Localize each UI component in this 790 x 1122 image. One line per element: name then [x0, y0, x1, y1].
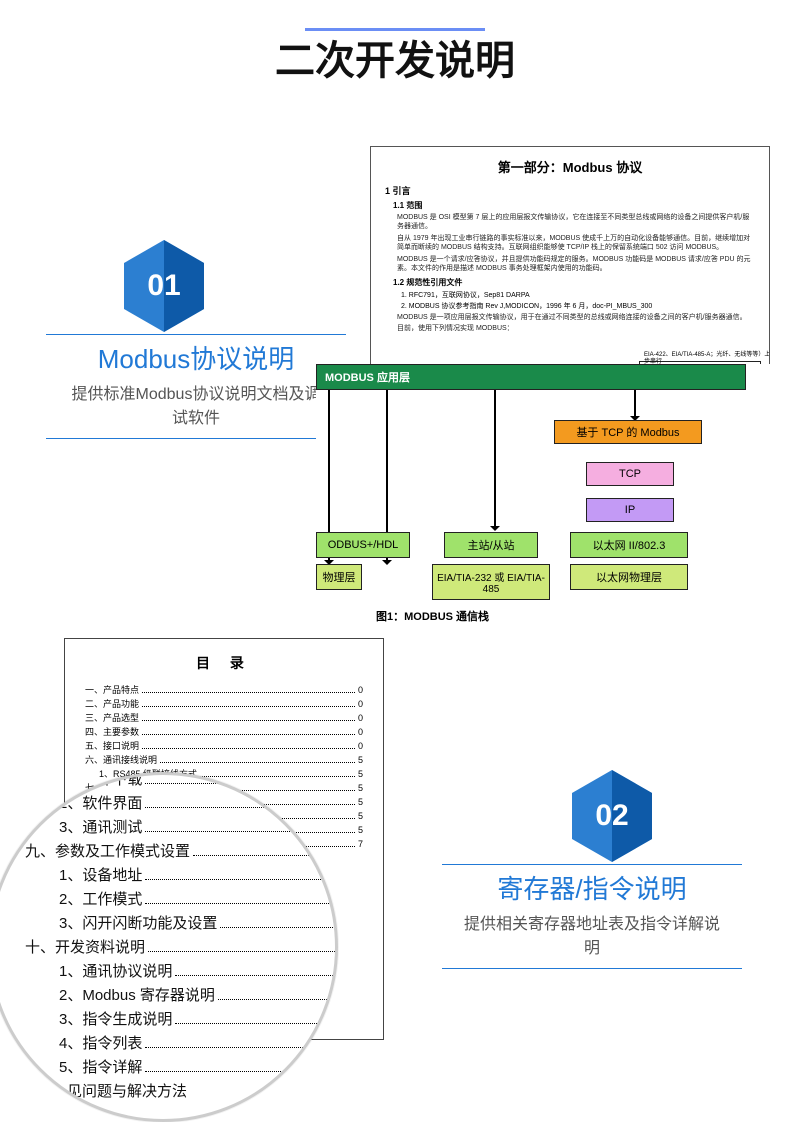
toc-row: 5、指令详解17 [25, 1056, 338, 1077]
doc1-p4: MODBUS 是一项应用层报文传输协议，用于在通过不同类型的总线或网络连接的设备… [397, 313, 755, 322]
toc-row: 二、产品功能0 [85, 697, 363, 710]
badge-01: 01 [122, 238, 206, 334]
doc1-title: 第一部分：Modbus 协议 [385, 157, 755, 176]
doc1-p1: MODBUS 是 OSI 模型第 7 层上的应用层报文传输协议，它在连接至不同类… [397, 213, 755, 232]
page-title: 二次开发说明 [0, 28, 790, 86]
toc-row: 十、开发资料说明15 [25, 936, 338, 957]
stack-phy: 物理层 [316, 564, 362, 590]
doc1-p3: MODBUS 是一个请求/应答协议，并且提供功能码规定的服务。MODBUS 功能… [397, 255, 755, 274]
toc-row: 3、闪开闪断功能及设置14 [25, 912, 338, 933]
section-1-subtitle: 提供标准Modbus协议说明文档及调试软件 [64, 383, 328, 429]
badge-01-number: 01 [147, 269, 180, 303]
stack-hdl: ODBUS+/HDL [316, 532, 410, 558]
doc1-p2: 自从 1979 年出现工业串行链路的事实标准以来，MODBUS 使成千上万的自动… [397, 234, 755, 253]
doc1-li1: 1. RFC791，互联网协议，Sep81 DARPA [401, 290, 755, 300]
doc1-p5: 目前，使用下列情况实现 MODBUS： [397, 324, 755, 333]
toc-row: 六、通讯接线说明5 [85, 753, 363, 766]
stack-app: MODBUS 应用层 [316, 364, 746, 390]
section-1-title: Modbus协议说明 [64, 341, 328, 377]
toc-row: 见问题与解决方法 [25, 1080, 338, 1101]
toc-row: 3、指令生成说明15 [25, 1008, 338, 1029]
stack-caption: 图1：MODBUS 通信栈 [376, 608, 489, 624]
toc-row: 四、主要参数0 [85, 725, 363, 738]
section-1-label: Modbus协议说明 提供标准Modbus协议说明文档及调试软件 [46, 334, 346, 439]
doc1-h2b: 1.2 规范性引用文件 [393, 277, 755, 288]
doc1-h1: 1 引言 [385, 184, 755, 197]
toc-row: 2、软件界面7 [25, 792, 338, 813]
toc-row: 1、通讯协议说明15 [25, 960, 338, 981]
stack-eth-ii: 以太网 II/802.3 [570, 532, 688, 558]
lens-toc-list: 1、软件下载7 2、软件界面7 3、通讯测试7 九、参数及工作模式设置12 1、设备地址… [25, 772, 338, 1104]
arrow-right [634, 388, 636, 418]
arrow-mid2 [494, 388, 496, 528]
toc-row: 3、通讯测试7 [25, 816, 338, 837]
section-2-title: 寄存器/指令说明 [460, 871, 724, 907]
stack-master-slave: 主站/从站 [444, 532, 538, 558]
toc-row: 五、接口说明0 [85, 739, 363, 752]
stack-eia: EIA/TIA-232 或 EIA/TIA-485 [432, 564, 550, 600]
toc-row: 2、工作模式13 [25, 888, 338, 909]
section-2-subtitle: 提供相关寄存器地址表及指令详解说明 [460, 913, 724, 959]
section-2-label: 寄存器/指令说明 提供相关寄存器地址表及指令详解说明 [442, 864, 742, 969]
stack-eth-phy: 以太网物理层 [570, 564, 688, 590]
stack-ip: IP [586, 498, 674, 522]
stack-tcp-modbus: 基于 TCP 的 Modbus [554, 420, 702, 444]
toc-row: 三、产品选型0 [85, 711, 363, 724]
toc-row: 4、指令列表17 [25, 1032, 338, 1053]
modbus-stack-diagram: MODBUS 应用层 基于 TCP 的 Modbus TCP IP ODBUS+… [316, 364, 776, 624]
badge-02: 02 [570, 768, 654, 864]
toc-row: 1、软件下载7 [25, 772, 338, 789]
top-accent-line [305, 28, 485, 31]
stack-tcp: TCP [586, 462, 674, 486]
doc1-h2a: 1.1 范围 [393, 200, 755, 211]
toc-row: 1、设备地址12 [25, 864, 338, 885]
doc1-li2: 2. MODBUS 协议参考指南 Rev J,MODICON，1996 年 6 … [401, 301, 755, 311]
badge-02-number: 02 [595, 799, 628, 833]
magnifier-lens: 1、软件下载7 2、软件界面7 3、通讯测试7 九、参数及工作模式设置12 1、设备地址… [0, 772, 338, 1122]
toc-row: 一、产品特点0 [85, 683, 363, 696]
toc-title: 目 录 [85, 653, 363, 673]
toc-row: 2、Modbus 寄存器说明15 [25, 984, 338, 1005]
toc-row: 九、参数及工作模式设置12 [25, 840, 338, 861]
